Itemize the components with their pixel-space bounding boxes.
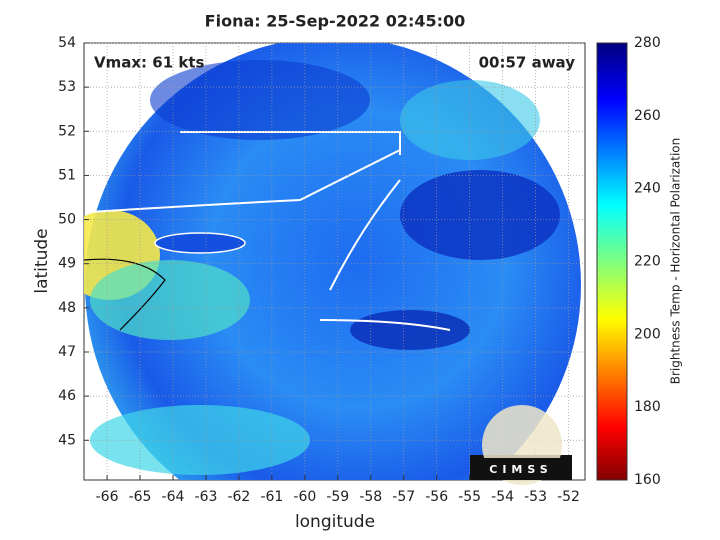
x-tick-label: -52 xyxy=(557,489,580,505)
colorbar-tick-label: 280 xyxy=(634,35,661,51)
x-tick-label: -55 xyxy=(458,489,481,505)
colorbar-tick-label: 240 xyxy=(634,181,661,197)
colorbar-label: Brightness Temp - Horizontal Polarizatio… xyxy=(669,138,683,385)
colorbar xyxy=(596,42,628,481)
y-tick-label: 50 xyxy=(58,212,76,228)
x-tick-label: -63 xyxy=(195,489,218,505)
y-tick-label: 54 xyxy=(58,35,76,51)
x-tick-label: -64 xyxy=(162,489,185,505)
vmax-annotation: Vmax: 61 kts xyxy=(94,54,204,72)
x-tick-label: -66 xyxy=(96,489,119,505)
x-tick-label: -61 xyxy=(260,489,283,505)
y-axis-label: latitude xyxy=(32,228,52,293)
x-tick-label: -59 xyxy=(326,489,349,505)
y-tick-label: 52 xyxy=(58,123,76,139)
x-tick-label: -58 xyxy=(359,489,382,505)
x-tick-label: -62 xyxy=(227,489,250,505)
logo-text: CIMSS xyxy=(489,463,552,476)
imagery xyxy=(84,43,581,480)
y-tick-label: 51 xyxy=(58,167,76,183)
x-axis-label: longitude xyxy=(295,512,375,532)
y-tick-label: 48 xyxy=(58,300,76,316)
colorbar-tick-label: 220 xyxy=(634,254,661,270)
x-tick-label: -53 xyxy=(524,489,547,505)
x-tick-label: -57 xyxy=(392,489,415,505)
y-tick-label: 46 xyxy=(58,388,76,404)
colorbar-tick-label: 260 xyxy=(634,108,661,124)
y-tick-label: 49 xyxy=(58,256,76,272)
colorbar-tick-label: 180 xyxy=(634,399,661,415)
x-tick-label: -60 xyxy=(293,489,316,505)
y-tick-label: 45 xyxy=(58,432,76,448)
x-tick-label: -56 xyxy=(425,489,448,505)
x-tick-label: -54 xyxy=(491,489,514,505)
colorbar-tick-label: 200 xyxy=(634,326,661,342)
x-tick-label: -65 xyxy=(129,489,152,505)
y-tick-label: 47 xyxy=(58,344,76,360)
title: Fiona: 25-Sep-2022 02:45:00 xyxy=(205,12,466,31)
colorbar-tick-label: 160 xyxy=(634,472,661,488)
logo: CIMSS xyxy=(470,405,572,485)
time-annotation: 00:57 away xyxy=(479,54,576,72)
y-tick-label: 53 xyxy=(58,79,76,95)
